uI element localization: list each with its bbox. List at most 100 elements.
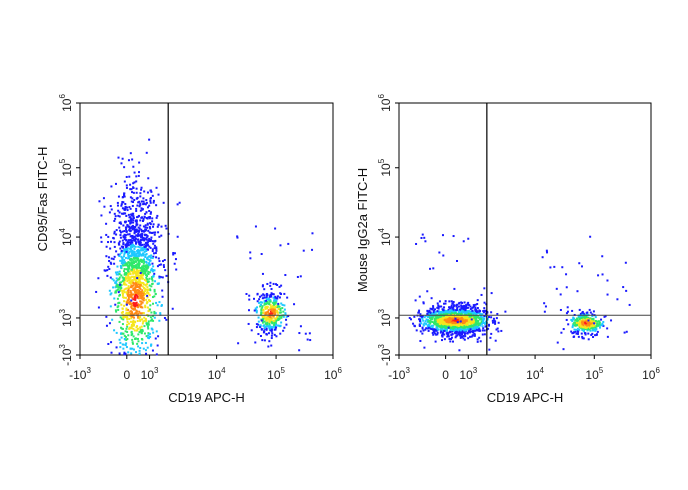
event-dot <box>137 283 140 286</box>
event-dot <box>571 324 574 327</box>
event-dot <box>137 345 140 348</box>
event-dot <box>584 321 587 324</box>
event-dot <box>98 200 101 203</box>
event-dot <box>266 323 269 326</box>
event-dot <box>452 325 455 328</box>
event-dot <box>482 319 485 322</box>
event-dot <box>122 289 125 292</box>
event-dot <box>161 260 164 263</box>
event-dot <box>146 301 149 304</box>
event-dot <box>580 332 583 335</box>
event-dot <box>275 317 278 320</box>
event-dot <box>106 274 109 277</box>
event-dot <box>452 310 455 313</box>
event-dot <box>444 325 447 328</box>
event-dot <box>139 300 142 303</box>
event-dot <box>107 342 110 345</box>
event-dot <box>135 267 138 270</box>
event-dot <box>477 316 480 319</box>
event-dot <box>145 298 148 301</box>
event-dot <box>118 215 121 218</box>
event-dot <box>133 305 136 308</box>
x-tick-label: -103 <box>388 366 410 382</box>
event-dot <box>141 238 144 241</box>
event-dot <box>174 258 177 261</box>
event-dot <box>438 251 441 254</box>
event-dot <box>594 319 597 322</box>
event-dot <box>575 332 578 335</box>
event-dot <box>135 222 138 225</box>
event-dot <box>123 288 126 291</box>
event-dot <box>158 235 161 238</box>
event-dot <box>150 285 153 288</box>
event-dot <box>479 324 482 327</box>
event-dot <box>586 311 589 314</box>
y-tick-label: 104 <box>377 228 393 246</box>
event-dot <box>147 334 150 337</box>
event-dot <box>141 272 144 275</box>
event-dot <box>140 281 143 284</box>
event-dot <box>440 324 443 327</box>
event-dot <box>102 197 105 200</box>
event-dot <box>126 240 129 243</box>
event-dot <box>263 300 266 303</box>
event-dot <box>451 333 454 336</box>
event-dot <box>276 295 279 298</box>
event-dot <box>589 317 592 320</box>
event-dot <box>459 308 462 311</box>
event-dot <box>131 297 134 300</box>
event-dot <box>146 286 149 289</box>
event-dot <box>134 284 137 287</box>
event-dot <box>263 320 266 323</box>
event-dot <box>126 318 129 321</box>
event-dot <box>142 312 145 315</box>
event-dot <box>162 201 165 204</box>
event-dot <box>138 161 141 164</box>
event-dot <box>126 320 129 323</box>
event-dot <box>456 313 459 316</box>
event-dot <box>430 328 433 331</box>
event-dot <box>149 222 152 225</box>
event-dot <box>462 240 465 243</box>
event-dot <box>160 304 163 307</box>
event-dot <box>137 229 140 232</box>
event-dot <box>430 297 433 300</box>
event-dot <box>123 194 126 197</box>
event-dot <box>273 326 276 329</box>
event-dot <box>123 351 126 354</box>
event-dot <box>129 293 132 296</box>
event-dot <box>143 260 146 263</box>
event-dot <box>261 272 264 275</box>
event-dot <box>274 302 277 305</box>
event-dot <box>156 282 159 285</box>
event-dot <box>131 237 134 240</box>
event-dot <box>273 299 276 302</box>
event-dot <box>127 322 130 325</box>
event-dot <box>487 324 490 327</box>
event-dot <box>263 330 266 333</box>
event-dot <box>126 247 129 250</box>
event-dot <box>456 330 459 333</box>
event-dot <box>146 278 149 281</box>
event-dot <box>142 265 145 268</box>
event-dot <box>271 332 274 335</box>
event-dot <box>135 191 138 194</box>
event-dot <box>269 326 272 329</box>
event-dot <box>450 321 453 324</box>
event-dot <box>135 309 138 312</box>
event-dot <box>434 311 437 314</box>
event-dot <box>115 233 118 236</box>
event-dot <box>442 329 445 332</box>
event-dot <box>461 315 464 318</box>
event-dot <box>279 292 282 295</box>
event-dot <box>461 330 464 333</box>
event-dot <box>275 323 278 326</box>
event-dot <box>133 171 136 174</box>
event-dot <box>476 327 479 330</box>
event-dot <box>610 319 613 322</box>
event-dot <box>581 337 584 340</box>
event-dot <box>146 256 149 259</box>
event-dot <box>474 306 477 309</box>
event-dot <box>460 308 463 311</box>
event-dot <box>140 216 143 219</box>
